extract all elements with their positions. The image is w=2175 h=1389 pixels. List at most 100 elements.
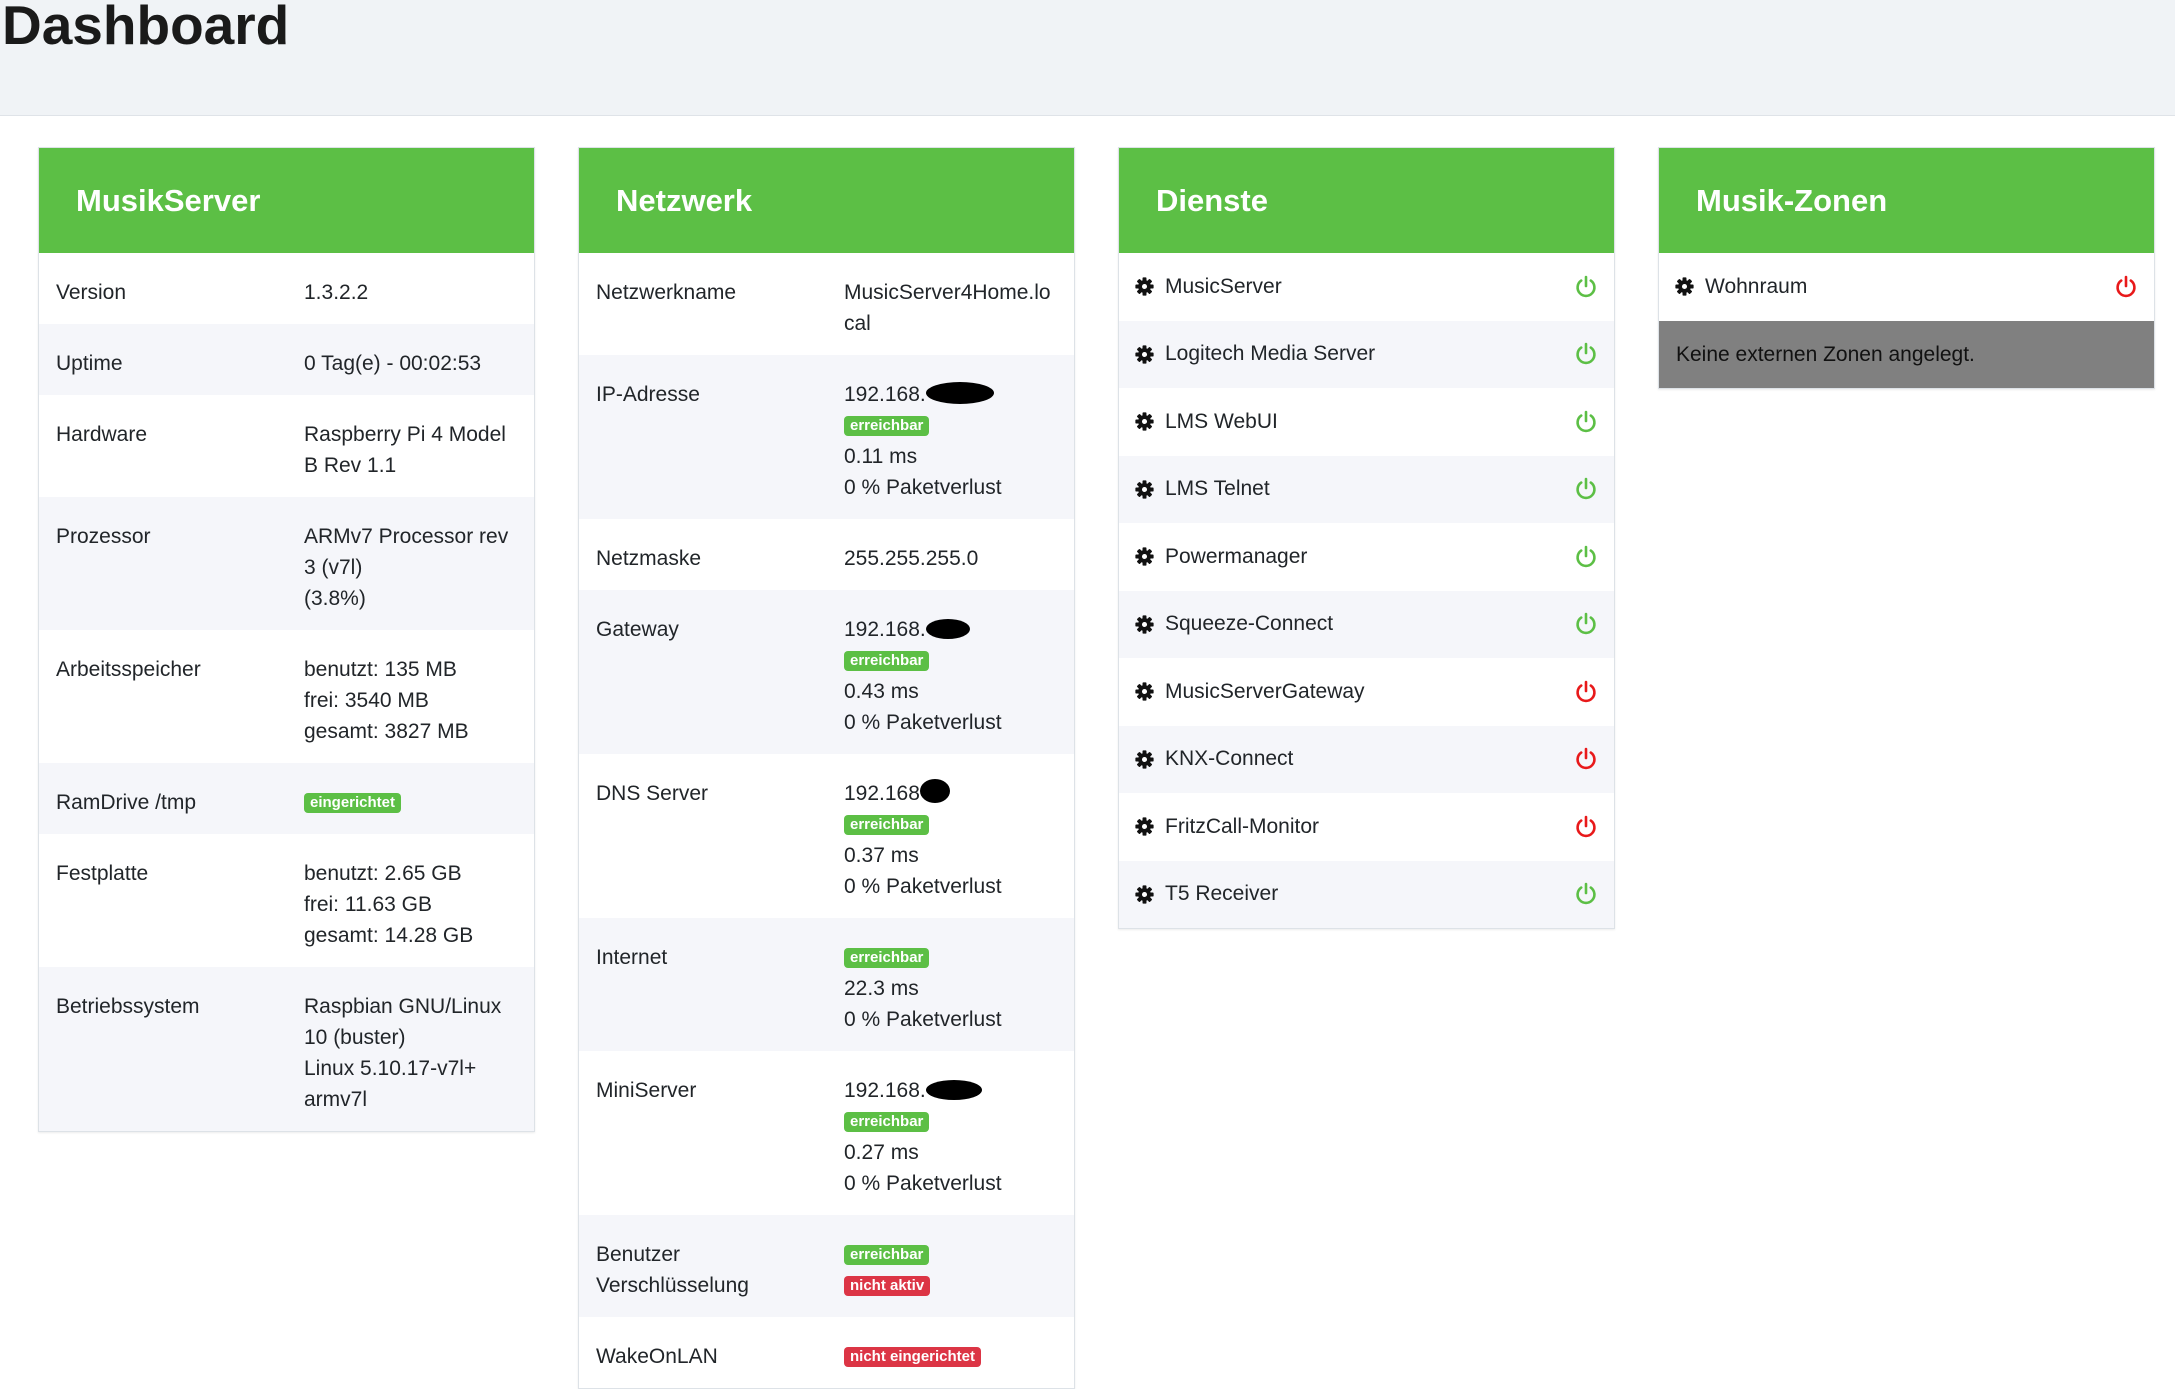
ip-address: 192.168.	[844, 379, 1057, 410]
power-icon[interactable]	[1574, 342, 1598, 366]
power-icon[interactable]	[1574, 680, 1598, 704]
network-row: IP-Adresse 192.168. erreichbar 0.11 ms 0 % P…	[579, 355, 1074, 519]
network-row: WakeOnLAN nicht eingerichtet	[579, 1317, 1074, 1388]
network-row: MiniServer 192.168. erreichbar 0.27 ms 0 % P…	[579, 1051, 1074, 1215]
value-line: frei: 3540 MB	[304, 689, 429, 712]
redacted-mark	[925, 619, 970, 639]
service-item[interactable]: MusicServerGateway	[1119, 658, 1614, 726]
ping-time: 0.11 ms	[844, 445, 918, 468]
info-row: Hardware Raspberry Pi 4 Model B Rev 1.1	[39, 395, 534, 497]
value-line: gesamt: 14.28 GB	[304, 924, 474, 947]
info-value: erreichbar 22.3 ms 0 % Paketverlust	[844, 942, 1057, 1035]
service-item[interactable]: Wohnraum	[1659, 253, 2154, 321]
service-item[interactable]: MusicServer	[1119, 253, 1614, 321]
info-value: 255.255.255.0	[844, 543, 1057, 574]
card-body: Netzwerkname MusicServer4Home.lo cal IP-Adr…	[579, 253, 1074, 1388]
badge-wrap: erreichbar	[844, 1106, 1057, 1137]
info-label: Arbeitsspeicher	[56, 658, 201, 681]
value-line: cal	[844, 312, 871, 335]
service-item[interactable]: FritzCall-Monitor	[1119, 793, 1614, 861]
info-label: Betriebssystem	[56, 995, 200, 1018]
info-label: Benutzer Verschlüsselung	[596, 1239, 844, 1301]
card-header: Dienste	[1119, 148, 1614, 253]
label-line: Netzwerkname	[596, 281, 737, 304]
ip-address: 192.168	[844, 778, 1057, 809]
label-line: Gateway	[596, 618, 679, 641]
power-icon[interactable]	[1574, 882, 1598, 906]
power-icon[interactable]	[1574, 275, 1598, 299]
network-row: Benutzer Verschlüsselung erreichbar nicht a…	[579, 1215, 1074, 1317]
card-body: MusicServer Logitech Media Server LMS WebU…	[1119, 253, 1614, 928]
packet-loss: 0 % Paketverlust	[844, 1008, 1002, 1031]
badge-wrap: nicht eingerichtet	[844, 1341, 1057, 1372]
ping-time: 22.3 ms	[844, 977, 919, 1000]
service-item[interactable]: LMS Telnet	[1119, 455, 1614, 523]
info-label: Version	[56, 281, 127, 304]
packet-loss: 0 % Paketverlust	[844, 476, 1002, 499]
network-row: Gateway 192.168. erreichbar 0.43 ms 0 % Pake…	[579, 590, 1074, 754]
value-line: benutzt: 2.65 GB	[304, 862, 462, 885]
info-label: Netzwerkname	[596, 277, 844, 339]
packet-loss: 0 % Paketverlust	[844, 875, 1002, 898]
status-badge: erreichbar	[844, 415, 930, 436]
value-line: 3 (v7l)	[304, 556, 363, 579]
power-icon[interactable]	[1574, 410, 1598, 434]
power-icon[interactable]	[1574, 612, 1598, 636]
info-label: Festplatte	[56, 862, 149, 885]
service-name: Wohnraum	[1705, 274, 1808, 298]
info-value: benutzt: 135 MB frei: 3540 MB gesamt: 3827…	[304, 654, 517, 747]
value-line: B Rev 1.1	[304, 454, 397, 477]
value-line: Raspberry Pi 4 Model	[304, 423, 506, 446]
badge-wrap: erreichbar	[844, 410, 1057, 441]
power-icon[interactable]	[1574, 815, 1598, 839]
service-item[interactable]: T5 Receiver	[1119, 860, 1614, 928]
label-line: Netzmaske	[596, 547, 702, 570]
power-icon[interactable]	[1574, 747, 1598, 771]
gear-icon	[1135, 817, 1154, 836]
card-musikserver: MusikServer Version 1.3.2.2 Uptime 0 Tag(e)…	[38, 147, 535, 1132]
label-line: Internet	[596, 946, 668, 969]
service-name: T5 Receiver	[1165, 882, 1279, 906]
gear-icon	[1135, 615, 1154, 634]
service-name: Powermanager	[1165, 544, 1308, 568]
badge-wrap: eingerichtet	[304, 787, 517, 818]
info-value: nicht eingerichtet	[844, 1341, 1057, 1372]
gear-icon	[1135, 480, 1154, 499]
power-icon[interactable]	[1574, 545, 1598, 569]
gear-icon	[1135, 412, 1154, 431]
info-row: Festplatte benutzt: 2.65 GB frei: 11.63 GB…	[39, 834, 534, 967]
value-line: benutzt: 135 MB	[304, 658, 457, 681]
value-line: Linux 5.10.17-v7l+	[304, 1057, 477, 1080]
page-title: Dashboard	[2, 0, 290, 56]
power-icon[interactable]	[1574, 477, 1598, 501]
service-item[interactable]: Logitech Media Server	[1119, 320, 1614, 388]
card-body: Version 1.3.2.2 Uptime 0 Tag(e) - 00:02:53 H…	[39, 253, 534, 1131]
service-item[interactable]: Powermanager	[1119, 523, 1614, 591]
network-row: Netzmaske 255.255.255.0	[579, 519, 1074, 590]
gear-icon	[1135, 885, 1154, 904]
packet-loss: 0 % Paketverlust	[844, 1172, 1002, 1195]
info-label: MiniServer	[596, 1075, 844, 1199]
value-line: 1.3.2.2	[304, 281, 369, 304]
info-value: Raspberry Pi 4 Model B Rev 1.1	[304, 419, 517, 481]
service-name: Squeeze-Connect	[1165, 612, 1334, 636]
service-item[interactable]: Squeeze-Connect	[1119, 590, 1614, 658]
value-line: ARMv7 Processor rev	[304, 525, 509, 548]
value-line: Raspbian GNU/Linux	[304, 995, 502, 1018]
service-item[interactable]: KNX-Connect	[1119, 725, 1614, 793]
info-label: WakeOnLAN	[596, 1341, 844, 1372]
info-value: 192.168. erreichbar 0.27 ms 0 % Paketverlus…	[844, 1075, 1057, 1199]
value-line: MusicServer4Home.lo	[844, 281, 1051, 304]
service-name: KNX-Connect	[1165, 747, 1294, 771]
value-line: armv7l	[304, 1088, 368, 1111]
status-badge: eingerichtet	[304, 792, 402, 813]
info-row: Arbeitsspeicher benutzt: 135 MB frei: 3540…	[39, 630, 534, 763]
label-line: Benutzer	[596, 1243, 681, 1266]
info-label: Prozessor	[56, 525, 151, 548]
info-value: 192.168. erreichbar 0.43 ms 0 % Paketverlus…	[844, 614, 1057, 738]
service-item[interactable]: LMS WebUI	[1119, 388, 1614, 456]
power-icon[interactable]	[2114, 275, 2138, 299]
redacted-mark	[925, 382, 994, 404]
info-row: Prozessor ARMv7 Processor rev 3 (v7l) (3.8%…	[39, 497, 534, 630]
info-row: Uptime 0 Tag(e) - 00:02:53	[39, 324, 534, 395]
